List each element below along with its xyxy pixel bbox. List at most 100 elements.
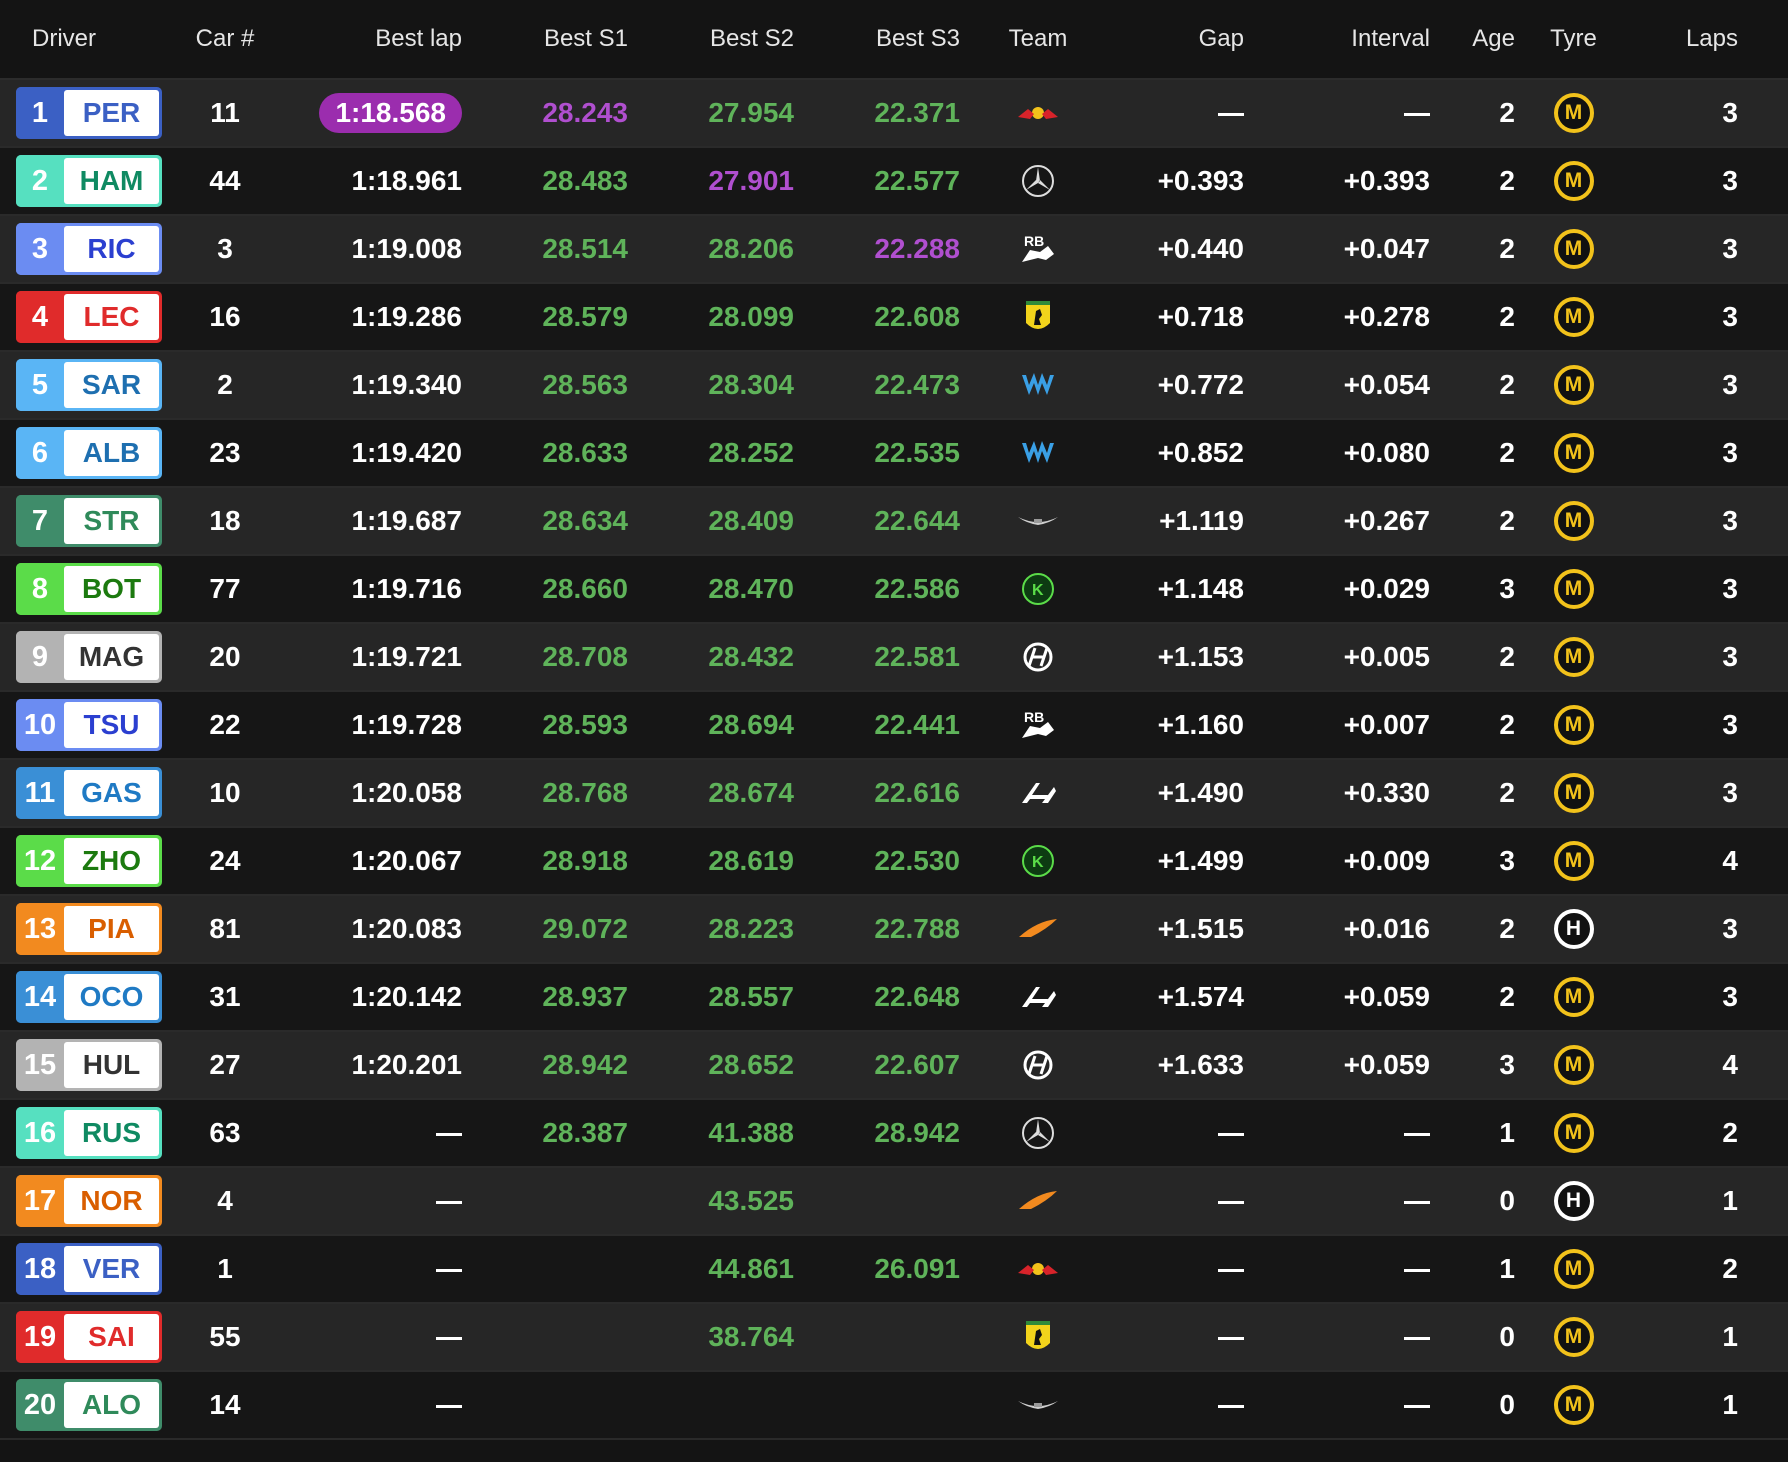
position-number: 14 [16, 971, 64, 1023]
best-s2: 28.099 [708, 301, 794, 332]
empty-dash [1404, 1201, 1430, 1205]
table-row[interactable]: 17 NOR 4 43.525 0 H 1 [0, 1168, 1788, 1236]
header-car-number[interactable]: Car # [195, 25, 255, 52]
team-logo-cell [968, 773, 1108, 813]
table-row[interactable]: 8 BOT 77 1:19.716 28.660 28.470 22.586 K… [0, 556, 1788, 624]
table-header: Driver Car # Best lap Best S1 Best S2 Be… [0, 0, 1788, 80]
header-gap[interactable]: Gap [1198, 25, 1244, 52]
tyre-age: 3 [1499, 845, 1515, 876]
best-lap [280, 1321, 470, 1353]
table-row[interactable]: 2 HAM 44 1:18.961 28.483 27.901 22.577 +… [0, 148, 1788, 216]
table-row[interactable]: 10 TSU 22 1:19.728 28.593 28.694 22.441 … [0, 692, 1788, 760]
table-row[interactable]: 20 ALO 14 0 M 1 [0, 1372, 1788, 1440]
header-driver[interactable]: Driver [32, 25, 96, 52]
best-s3: 22.535 [874, 437, 960, 468]
position-number: 2 [16, 155, 64, 207]
driver-cell: 12 ZHO [0, 835, 170, 887]
driver-badge: 10 TSU [16, 699, 162, 751]
best-s3: 22.371 [874, 97, 960, 128]
best-s1: 28.708 [542, 641, 628, 672]
position-number: 13 [16, 903, 64, 955]
medium-tyre-icon: M [1553, 1113, 1594, 1153]
header-team[interactable]: Team [1008, 25, 1068, 52]
table-row[interactable]: 19 SAI 55 38.764 0 M 1 [0, 1304, 1788, 1372]
driver-code: ZHO [64, 838, 159, 884]
tyre-age: 3 [1499, 573, 1515, 604]
team-logo-cell [968, 297, 1108, 337]
medium-tyre-icon: M [1553, 1385, 1594, 1425]
kick-sauber-logo-icon: K [1013, 841, 1063, 881]
driver-code: LEC [64, 294, 159, 340]
header-age[interactable]: Age [1472, 25, 1515, 52]
interval [1244, 1117, 1430, 1149]
table-row[interactable]: 9 MAG 20 1:19.721 28.708 28.432 22.581 +… [0, 624, 1788, 692]
best-lap: 1:19.008 [351, 233, 462, 264]
header-best-s3[interactable]: Best S3 [875, 25, 960, 52]
table-row[interactable]: 14 OCO 31 1:20.142 28.937 28.557 22.648 … [0, 964, 1788, 1032]
best-lap [280, 1117, 470, 1149]
empty-dash [436, 1405, 462, 1409]
table-row[interactable]: 6 ALB 23 1:19.420 28.633 28.252 22.535 +… [0, 420, 1788, 488]
tyre-age: 2 [1499, 709, 1515, 740]
best-lap: 1:19.716 [351, 573, 462, 604]
table-row[interactable]: 4 LEC 16 1:19.286 28.579 28.099 22.608 +… [0, 284, 1788, 352]
header-best-lap[interactable]: Best lap [375, 25, 462, 52]
tyre-age: 2 [1499, 233, 1515, 264]
best-s3: 22.473 [874, 369, 960, 400]
table-row[interactable]: 18 VER 1 44.861 26.091 1 M 2 [0, 1236, 1788, 1304]
hard-tyre-icon: H [1553, 909, 1594, 949]
table-row[interactable]: 13 PIA 81 1:20.083 29.072 28.223 22.788 … [0, 896, 1788, 964]
best-s3: 22.586 [874, 573, 960, 604]
position-number: 7 [16, 495, 64, 547]
best-s2: 28.470 [708, 573, 794, 604]
interval: +0.059 [1343, 1049, 1430, 1080]
tyre-age: 2 [1499, 369, 1515, 400]
laps: 3 [1722, 505, 1738, 536]
table-row[interactable]: 12 ZHO 24 1:20.067 28.918 28.619 22.530 … [0, 828, 1788, 896]
hard-tyre-icon: H [1553, 1181, 1594, 1221]
driver-badge: 4 LEC [16, 291, 162, 343]
team-logo-cell [968, 1317, 1108, 1357]
driver-cell: 18 VER [0, 1243, 170, 1295]
position-number: 3 [16, 223, 64, 275]
header-tyre[interactable]: Tyre [1550, 25, 1597, 52]
table-row[interactable]: 7 STR 18 1:19.687 28.634 28.409 22.644 +… [0, 488, 1788, 556]
table-row[interactable]: 16 RUS 63 28.387 41.388 28.942 1 M 2 [0, 1100, 1788, 1168]
best-s1: 28.579 [542, 301, 628, 332]
driver-cell: 7 STR [0, 495, 170, 547]
aston-martin-wings-icon [1013, 1385, 1063, 1425]
header-best-s2[interactable]: Best S2 [709, 25, 794, 52]
table-row[interactable]: 5 SAR 2 1:19.340 28.563 28.304 22.473 +0… [0, 352, 1788, 420]
table-row[interactable]: 3 RIC 3 1:19.008 28.514 28.206 22.288 RB… [0, 216, 1788, 284]
ferrari-horse-icon [1013, 297, 1063, 337]
header-best-s1[interactable]: Best S1 [543, 25, 628, 52]
red-bull-logo-icon [1013, 1249, 1063, 1289]
team-logo-cell [968, 1249, 1108, 1289]
best-lap: 1:19.420 [351, 437, 462, 468]
best-s2: 28.694 [708, 709, 794, 740]
tyre-age: 0 [1499, 1389, 1515, 1420]
gap: +0.393 [1157, 165, 1244, 196]
gap [1108, 97, 1244, 129]
tyre-cell: M [1517, 229, 1630, 269]
header-interval[interactable]: Interval [1351, 25, 1430, 52]
best-s2: 43.525 [708, 1185, 794, 1216]
position-number: 5 [16, 359, 64, 411]
driver-cell: 15 HUL [0, 1039, 170, 1091]
tyre-cell: M [1517, 297, 1630, 337]
medium-tyre-icon: M [1553, 365, 1594, 405]
svg-text:RB: RB [1024, 233, 1044, 249]
interval: +0.047 [1343, 233, 1430, 264]
tyre-cell: M [1517, 637, 1630, 677]
tyre-cell: M [1517, 1317, 1630, 1357]
table-row[interactable]: 1 PER 11 1:18.568 28.243 27.954 22.371 2… [0, 80, 1788, 148]
empty-dash [1404, 1269, 1430, 1273]
car-number: 24 [209, 845, 241, 876]
header-laps[interactable]: Laps [1685, 25, 1738, 52]
empty-dash [1218, 1201, 1244, 1205]
best-s3: 22.616 [874, 777, 960, 808]
table-row[interactable]: 15 HUL 27 1:20.201 28.942 28.652 22.607 … [0, 1032, 1788, 1100]
table-row[interactable]: 11 GAS 10 1:20.058 28.768 28.674 22.616 … [0, 760, 1788, 828]
driver-cell: 20 ALO [0, 1379, 170, 1431]
medium-tyre-icon: M [1553, 977, 1594, 1017]
